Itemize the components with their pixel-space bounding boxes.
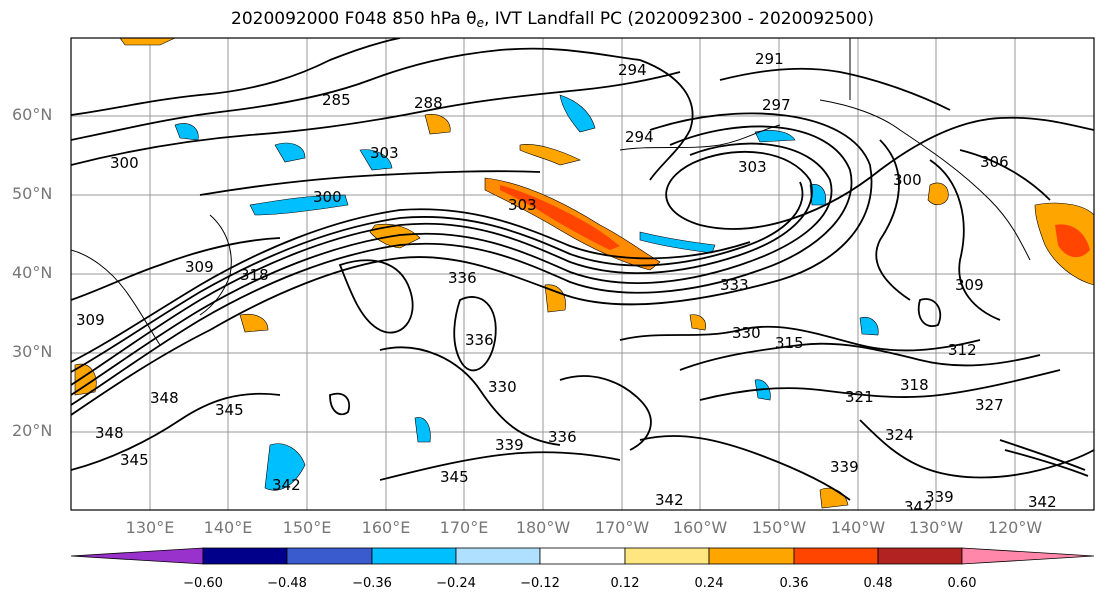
lon-tick-label: 130°E (125, 518, 175, 537)
contour-label: 339 (830, 458, 859, 476)
title-suffix: , IVT Landfall PC (2020092300 - 20200925… (483, 9, 874, 29)
colorbar-tick-label: 0.60 (947, 576, 977, 591)
colorbar-segment (624, 547, 710, 565)
theta-e-contours (71, 38, 1094, 501)
contour-label: 312 (948, 341, 977, 359)
contour-label: 330 (732, 324, 761, 342)
colorbar-tick-label: −0.12 (520, 576, 560, 591)
contour-label: 300 (313, 188, 342, 206)
contour-label: 348 (150, 389, 179, 407)
lat-tick-label: 30°N (12, 342, 53, 361)
graticule (71, 38, 1094, 510)
colorbar-extend-low (70, 547, 204, 565)
colorbar-tick-label: −0.48 (267, 576, 307, 591)
contour-label: 297 (762, 96, 791, 114)
colorbar-tick-label: −0.24 (436, 576, 476, 591)
contour-label: 306 (980, 153, 1009, 171)
contour-label: 345 (215, 401, 244, 419)
contour-labels: 285 288 291 294 294 297 300 300 300 303 … (76, 50, 1057, 516)
lon-tick-label: 150°E (282, 518, 332, 537)
lon-tick-label: 160°W (672, 518, 728, 537)
colorbar-tick-label: 0.12 (610, 576, 640, 591)
lon-tick-label: 150°W (751, 518, 807, 537)
contour-label: 342 (655, 491, 684, 509)
colorbar-segment (371, 547, 457, 565)
pc-shading (74, 38, 1094, 509)
colorbar-segment (793, 547, 879, 565)
lon-tick-label: 140°W (830, 518, 886, 537)
contour-label: 303 (738, 158, 767, 176)
contour-label: 300 (893, 171, 922, 189)
contour-label: 309 (955, 276, 984, 294)
contour-label: 318 (240, 266, 269, 284)
contour-label: 288 (414, 94, 443, 112)
lon-tick-label: 160°E (361, 518, 411, 537)
lon-tick-label: 120°W (987, 518, 1043, 537)
lon-tick-label: 130°W (908, 518, 964, 537)
contour-label: 303 (370, 144, 399, 162)
lat-tick-label: 50°N (12, 184, 53, 203)
colorbar-extend-high (961, 547, 1095, 565)
contour-label: 339 (925, 488, 954, 506)
contour-label: 342 (1028, 493, 1057, 511)
map-frame (70, 37, 1095, 511)
lon-tick-label: 140°E (203, 518, 253, 537)
contour-label: 348 (95, 424, 124, 442)
contour-label: 345 (440, 468, 469, 486)
coastlines (71, 38, 1031, 346)
contour-label: 300 (110, 154, 139, 172)
contour-label: 294 (618, 61, 647, 79)
map-panel: 285 288 291 294 294 297 300 300 300 303 … (71, 38, 1094, 516)
contour-label: 285 (322, 91, 351, 109)
lat-tick-label: 40°N (12, 263, 53, 282)
lon-tick-label: 170°W (594, 518, 650, 537)
contour-label: 333 (720, 276, 749, 294)
colorbar-tick-label: −0.36 (352, 576, 392, 591)
colorbar-segment (455, 547, 541, 565)
title-prefix: 2020092000 F048 850 hPa θ (231, 9, 477, 29)
contour-label: 342 (272, 476, 301, 494)
contour-label: 291 (755, 50, 784, 68)
colorbar-tick-label: 0.36 (779, 576, 809, 591)
lon-tick-label: 180°W (515, 518, 571, 537)
colorbar-tick-label: 0.24 (694, 576, 724, 591)
colorbar-segment (202, 547, 288, 565)
lat-tick-label: 20°N (12, 421, 53, 440)
contour-label: 294 (625, 128, 654, 146)
contour-label: 318 (900, 376, 929, 394)
contour-label: 324 (885, 426, 914, 444)
contour-label: 315 (775, 334, 804, 352)
contour-label: 309 (76, 311, 105, 329)
contour-label: 321 (845, 388, 874, 406)
title-subscript: e (476, 16, 484, 30)
contour-label: 327 (975, 396, 1004, 414)
contour-label: 339 (495, 436, 524, 454)
colorbar-segment (539, 547, 626, 565)
colorbar-segment (877, 547, 963, 565)
colorbar-tick-label: 0.48 (863, 576, 893, 591)
lon-tick-label: 170°E (439, 518, 489, 537)
colorbar-segment (286, 547, 373, 565)
colorbar (70, 547, 1095, 565)
colorbar-tick-label: −0.60 (183, 576, 223, 591)
contour-label: 309 (185, 258, 214, 276)
contour-label: 336 (448, 269, 477, 287)
contour-label: 303 (508, 196, 537, 214)
contour-label: 336 (548, 428, 577, 446)
lat-tick-label: 60°N (12, 105, 53, 124)
contour-label: 330 (488, 378, 517, 396)
contour-label: 342 (904, 498, 933, 516)
contour-label: 336 (465, 331, 494, 349)
chart-title: 2020092000 F048 850 hPa θe, IVT Landfall… (0, 9, 1105, 30)
colorbar-segment (708, 547, 795, 565)
contour-label: 345 (120, 451, 149, 469)
